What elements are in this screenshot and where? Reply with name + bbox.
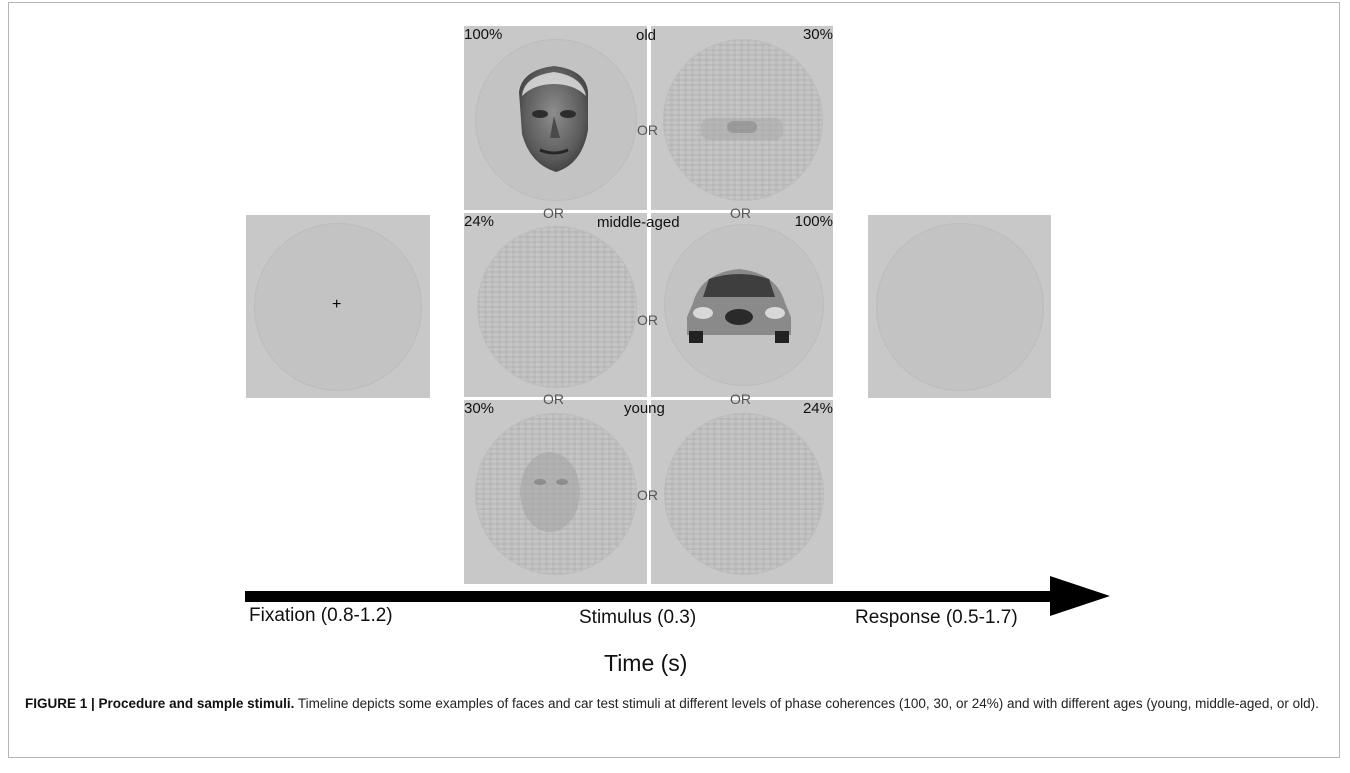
response-panel xyxy=(868,215,1051,398)
stimulus-old-car: 30% xyxy=(651,26,833,210)
or-label: OR xyxy=(543,391,564,407)
or-label: OR xyxy=(637,312,658,328)
car-image-degraded xyxy=(701,118,783,140)
stimulus-disc xyxy=(475,413,637,575)
stimulus-disc xyxy=(477,226,637,388)
row-label-middle-aged: middle-aged xyxy=(597,214,680,231)
row-label-old: old xyxy=(636,27,657,44)
figure-caption: FIGURE 1 | Procedure and sample stimuli.… xyxy=(25,694,1325,713)
or-label: OR xyxy=(543,205,564,221)
or-label: OR xyxy=(730,205,751,221)
figure-frame xyxy=(8,2,1340,758)
time-axis-title: Time (s) xyxy=(604,650,688,676)
coherence-label: 30% xyxy=(802,26,833,43)
caption-label: FIGURE 1 | Procedure and sample stimuli. xyxy=(25,696,295,711)
car-image xyxy=(687,269,791,343)
or-label: OR xyxy=(637,122,658,138)
coherence-label: 100% xyxy=(464,26,503,43)
caption-text: Timeline depicts some examples of faces … xyxy=(294,696,1319,711)
fixation-cross: + xyxy=(332,296,342,313)
coherence-label: 100% xyxy=(794,213,833,230)
stimulus-middle-car: 100% xyxy=(651,213,833,397)
fixation-disc xyxy=(254,223,422,391)
fixation-panel: + xyxy=(246,215,430,398)
face-image xyxy=(519,66,588,172)
fixation-duration-label: Fixation (0.8-1.2) xyxy=(249,605,393,626)
row-label-young: young xyxy=(624,400,665,417)
coherence-label: 30% xyxy=(464,400,495,417)
coherence-label: 24% xyxy=(802,400,833,417)
face-image-degraded xyxy=(520,452,580,532)
stimulus-young-face: 30% xyxy=(464,400,647,584)
stimulus-young-car: 24% xyxy=(651,400,833,584)
stimulus-middle-face: 24% xyxy=(464,213,647,397)
coherence-label: 24% xyxy=(464,213,495,230)
response-duration-label: Response (0.5-1.7) xyxy=(855,607,1018,628)
stimulus-old-face: 100% xyxy=(464,26,647,210)
stimulus-disc xyxy=(664,413,824,575)
stimulus-duration-label: Stimulus (0.3) xyxy=(579,607,697,628)
response-disc xyxy=(876,223,1044,391)
or-label: OR xyxy=(637,487,658,503)
or-label: OR xyxy=(730,391,751,407)
